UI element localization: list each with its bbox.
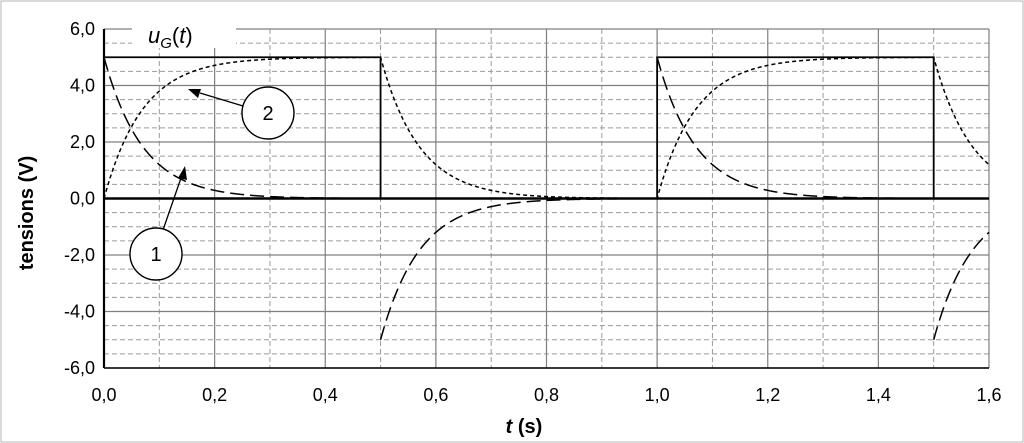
- x-tick-label: 0,8: [534, 385, 559, 405]
- callout-1-circle: [129, 227, 183, 281]
- grid: [103, 28, 990, 369]
- x-tick-label: 0,4: [313, 385, 338, 405]
- y-tick-label: 2,0: [70, 132, 95, 152]
- y-tick-label: 4,0: [70, 76, 95, 96]
- callout-2: 2: [188, 86, 295, 140]
- ug-label-sub: G: [160, 35, 172, 52]
- callout-2-circle: [241, 86, 295, 140]
- y-tick-label: -4,0: [64, 302, 95, 322]
- callout-1: 1: [129, 166, 187, 281]
- ug-label-var: t: [179, 23, 186, 48]
- y-tick-label: 0,0: [70, 189, 95, 209]
- series-curve1-segment: [103, 57, 381, 200]
- callout-1-leader: [162, 177, 182, 231]
- callout-1-arrowhead: [178, 166, 187, 180]
- tick-labels: 6,0 4,0 2,0 0,0 -2,0 -4,0 -6,0 0,0 0,2 0,4 0,6 0,8 1…: [64, 19, 1002, 405]
- callout-2-arrowhead: [188, 89, 201, 98]
- x-axis-title-unit: (s): [512, 416, 542, 438]
- svg-text:uG(t): uG(t): [148, 23, 193, 52]
- x-tick-label: 0,2: [202, 385, 227, 405]
- y-tick-label: 6,0: [70, 19, 95, 39]
- series-ug: [104, 56, 989, 200]
- ug-label-main: u: [148, 23, 160, 48]
- series-layer: [103, 56, 990, 340]
- x-tick-label: 1,4: [866, 385, 891, 405]
- callout-2-leader: [199, 92, 244, 107]
- x-tick-label: 0,6: [423, 385, 448, 405]
- ug-label-open: (: [172, 23, 180, 48]
- x-tick-label: 1,6: [976, 385, 1001, 405]
- callout-1-text: 1: [150, 244, 161, 266]
- series-curve2: [103, 56, 990, 200]
- x-axis-title: t (s): [506, 416, 543, 438]
- y-tick-label: -2,0: [64, 245, 95, 265]
- y-axis-title: tensions (V): [16, 156, 38, 270]
- y-tick-label: -6,0: [64, 358, 95, 378]
- ug-label: uG(t): [132, 20, 236, 52]
- series-curve1-segment: [656, 57, 934, 200]
- series-curve1-segment: [932, 231, 990, 340]
- x-tick-label: 1,2: [755, 385, 780, 405]
- x-axis-title-var: t: [506, 416, 514, 438]
- x-tick-label: 0,0: [91, 385, 116, 405]
- ug-label-close: ): [185, 23, 192, 48]
- x-tick-label: 1,0: [645, 385, 670, 405]
- callout-2-text: 2: [262, 103, 273, 125]
